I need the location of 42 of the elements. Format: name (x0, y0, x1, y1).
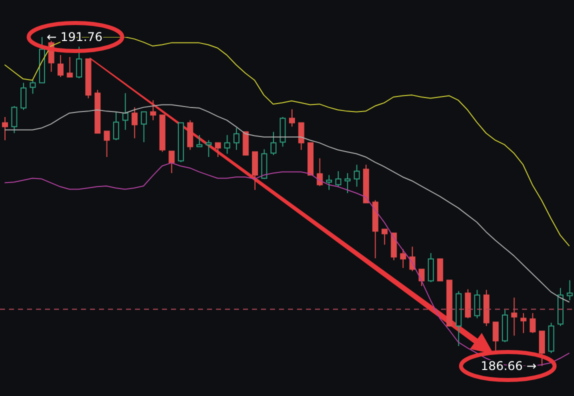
candlestick (2, 116, 8, 141)
candlestick (511, 297, 518, 336)
candlestick (233, 127, 240, 150)
candlestick (76, 46, 82, 79)
candlestick (150, 100, 156, 121)
candlestick (418, 268, 425, 287)
candlestick (11, 106, 18, 134)
candlestick (187, 120, 194, 150)
candlestick (335, 170, 342, 188)
candlestick (344, 172, 351, 194)
candlestick (242, 131, 249, 156)
candlestick (530, 312, 536, 334)
candlestick (270, 131, 276, 156)
candlestick (354, 164, 360, 188)
candlestick (298, 122, 304, 150)
candlestick (474, 289, 480, 319)
candlestick (20, 82, 27, 110)
candlestick (538, 330, 545, 366)
candlestick (66, 56, 73, 78)
candlestick (437, 258, 444, 282)
candlestick (428, 252, 434, 283)
candlestick (104, 130, 110, 158)
candlestick (140, 111, 147, 143)
candlestick (168, 150, 175, 174)
candlestick (464, 288, 471, 319)
candlestick (206, 140, 212, 158)
candlestick (382, 228, 388, 246)
candlestick (30, 80, 36, 94)
candlestick (132, 106, 138, 139)
candlestick (280, 116, 286, 148)
candlestick (520, 312, 526, 334)
candlestick (224, 134, 230, 154)
candlestick (196, 134, 202, 148)
candlestick (326, 174, 332, 190)
candlestick (58, 54, 64, 78)
candlestick (122, 92, 128, 130)
candlestick (252, 151, 258, 190)
candlestick (113, 111, 120, 141)
candlestick (390, 232, 397, 261)
candlestick (214, 142, 221, 158)
candlestick (400, 248, 406, 268)
candlestick (289, 108, 295, 128)
